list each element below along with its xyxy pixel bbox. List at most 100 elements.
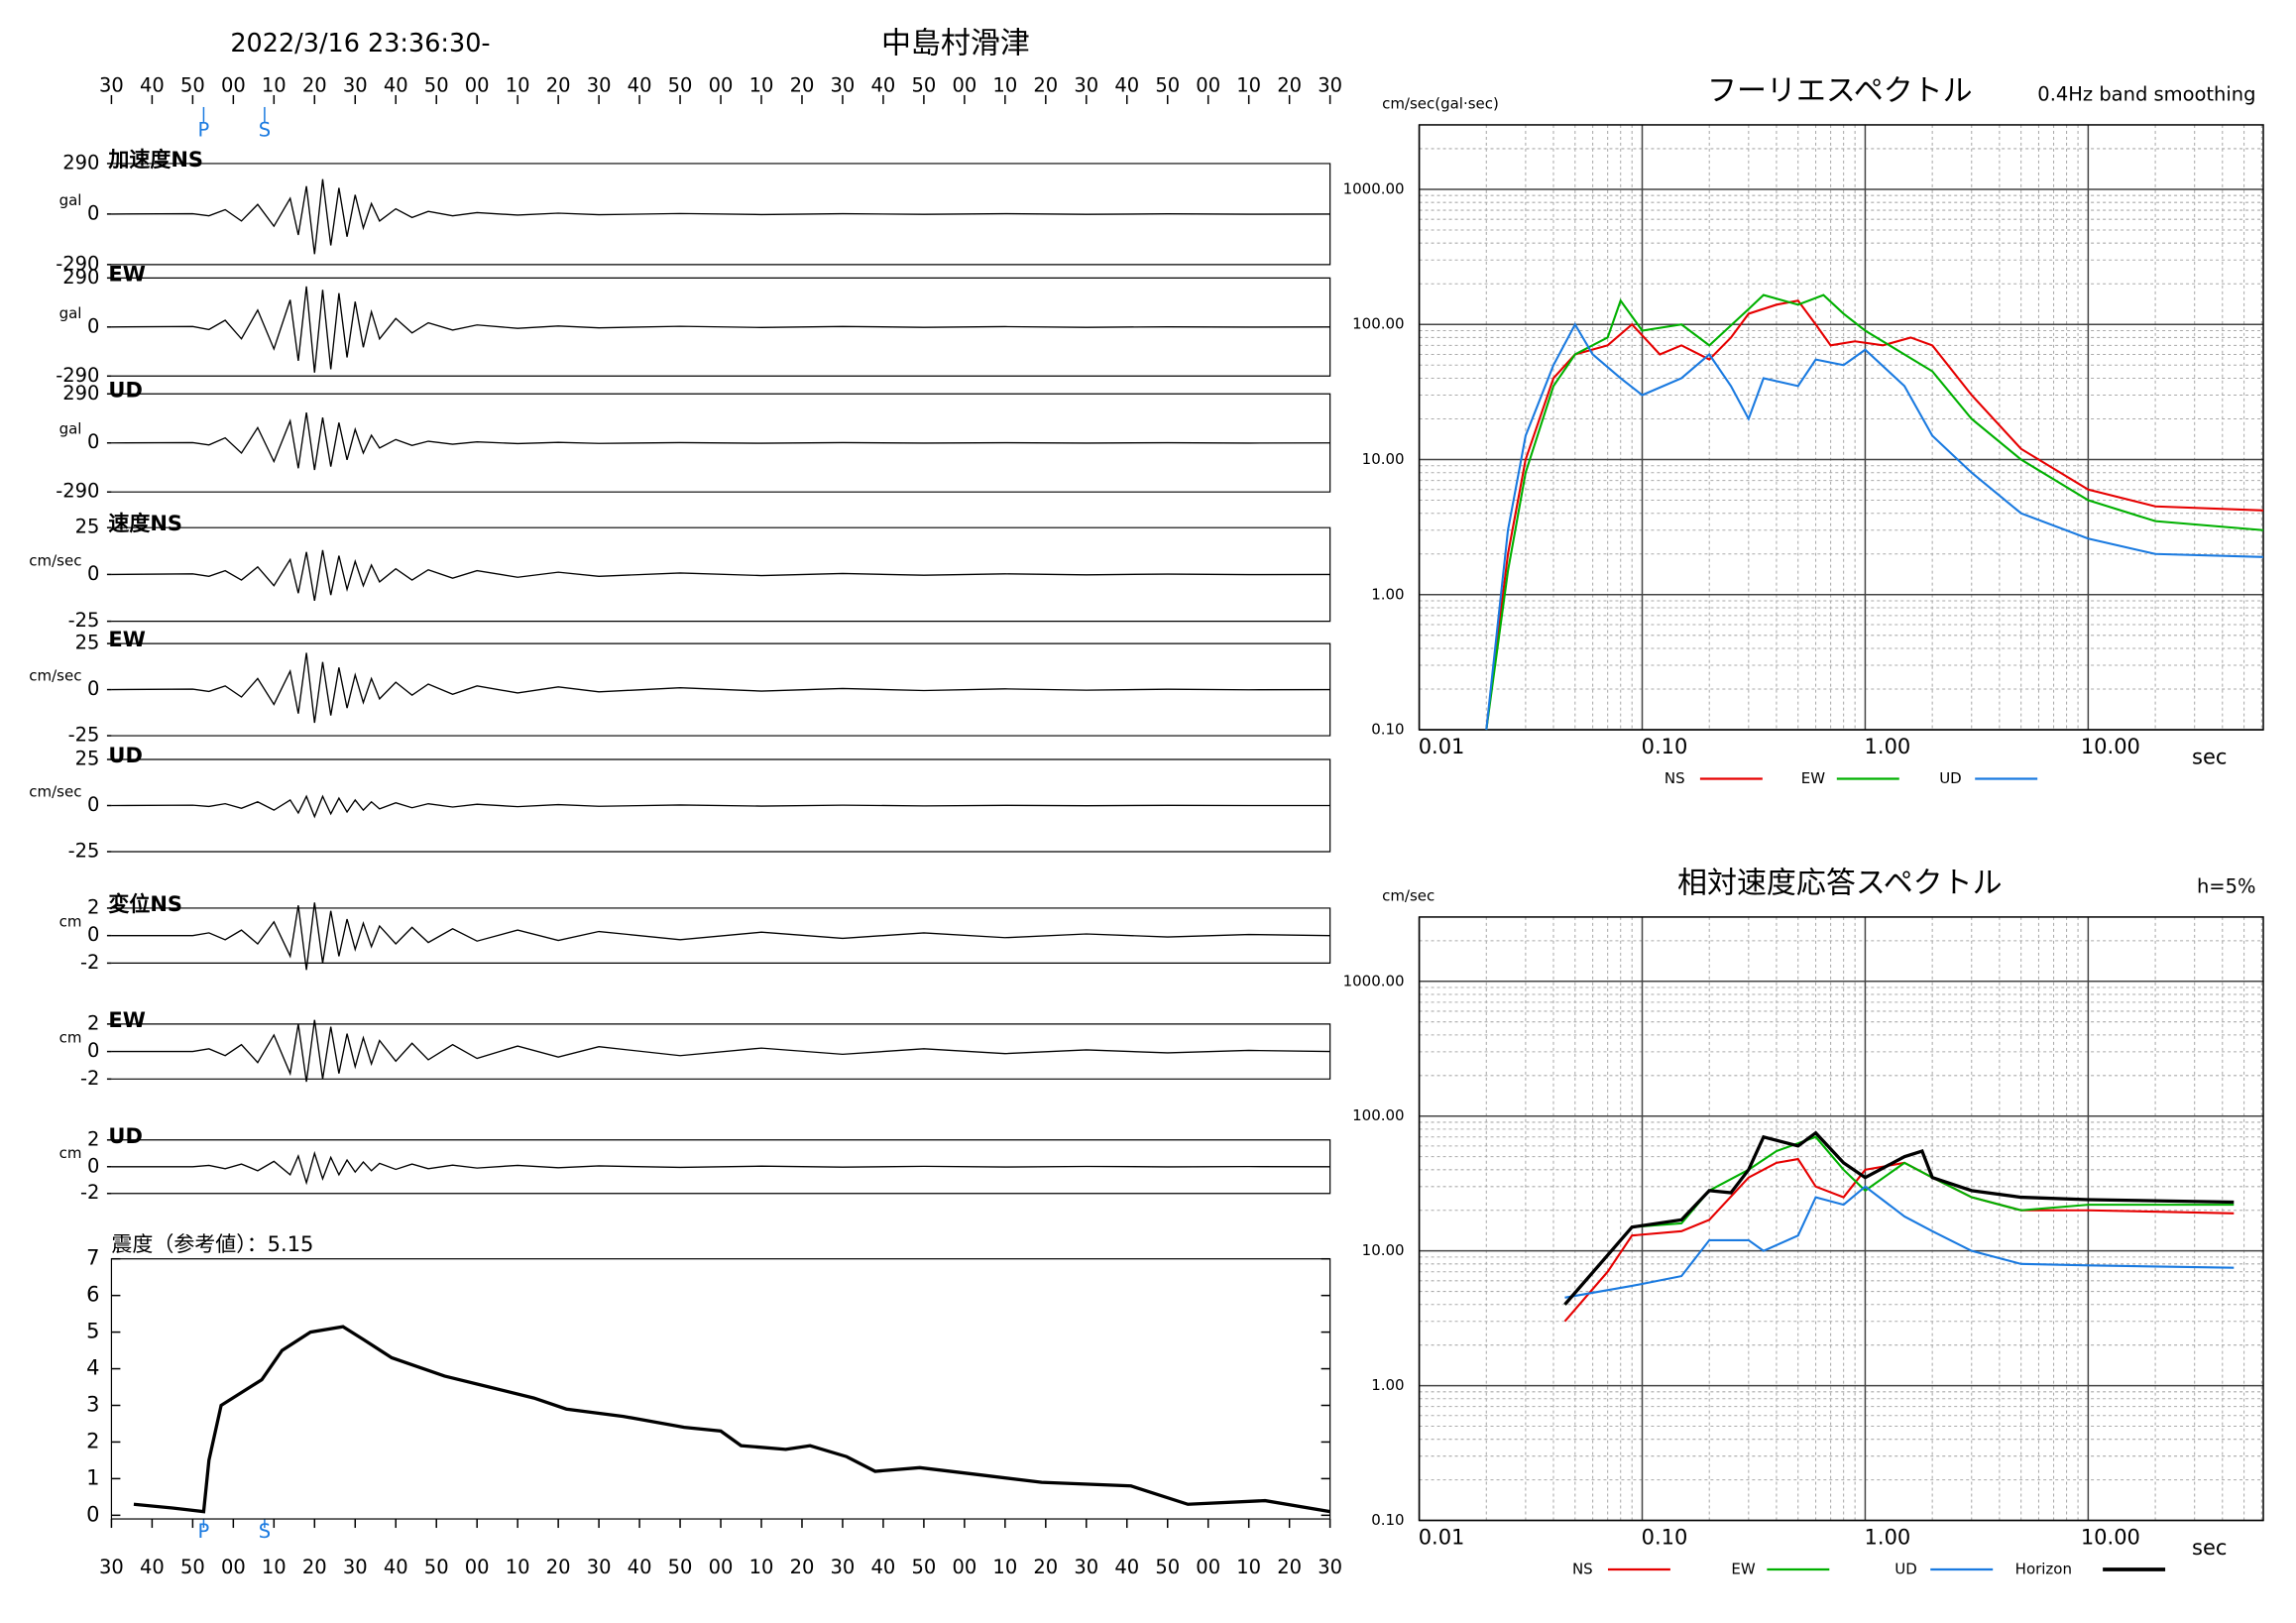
unit-label: cm/sec xyxy=(29,551,81,569)
y-tick-label: 0 xyxy=(86,1502,99,1526)
legend-label: EW xyxy=(1731,1561,1755,1578)
y-tick-label: 0 xyxy=(87,314,99,337)
x-tick-label: 30 xyxy=(1074,73,1098,96)
x-tick-label: 10 xyxy=(506,1556,530,1578)
x-tick-label: 40 xyxy=(628,1556,652,1578)
x-tick-label: 20 xyxy=(302,73,327,96)
phase-label: S xyxy=(259,118,271,141)
waveform xyxy=(111,1150,1330,1186)
y-tick-label: 25 xyxy=(75,748,100,770)
x-tick-label: 10 xyxy=(992,1556,1017,1578)
x-tick-label: 40 xyxy=(384,1556,408,1578)
x-tick-label: 50 xyxy=(180,73,205,96)
x-tick-label: 30 xyxy=(1074,1556,1098,1578)
trace-label: 速度NS xyxy=(108,512,182,535)
trace-label: EW xyxy=(108,628,145,651)
y-tick-label: 0 xyxy=(87,793,99,816)
unit-label: cm/sec xyxy=(29,667,81,685)
x-tick-label: 20 xyxy=(302,1556,327,1578)
y-tick-label: 290 xyxy=(62,266,99,289)
y-tick-label: 6 xyxy=(86,1283,99,1307)
y-tick-label: -2 xyxy=(80,1067,99,1090)
x-tick-label: 0.01 xyxy=(1419,735,1465,758)
x-tick-label: 10 xyxy=(506,73,530,96)
y-tick-label: 1000.00 xyxy=(1343,179,1405,197)
unit-label: cm/sec xyxy=(29,783,81,801)
y-tick-label: -25 xyxy=(68,839,100,862)
x-axis-label: sec xyxy=(2192,746,2227,769)
x-tick-label: 30 xyxy=(1318,73,1342,96)
x-tick-label: 00 xyxy=(1196,1556,1220,1578)
y-tick-label: -290 xyxy=(56,252,99,275)
y-tick-label: 0 xyxy=(87,562,99,585)
x-tick-label: 00 xyxy=(1196,73,1220,96)
waveform xyxy=(111,1019,1330,1083)
legend-label: EW xyxy=(1801,769,1825,787)
x-tick-label: 10 xyxy=(1236,1556,1261,1578)
trace-label: UD xyxy=(108,378,142,402)
x-tick-label: 40 xyxy=(140,1556,165,1578)
x-tick-label: 00 xyxy=(709,73,734,96)
y-tick-label: 10.00 xyxy=(1362,450,1405,468)
x-tick-label: 10 xyxy=(262,1556,287,1578)
trace-label: 加速度NS xyxy=(107,148,203,172)
y-tick-label: 0 xyxy=(87,430,99,453)
x-tick-label: 1.00 xyxy=(1865,1526,1911,1550)
y-tick-label: -290 xyxy=(56,480,99,503)
x-tick-label: 50 xyxy=(912,1556,937,1578)
y-tick-label: -2 xyxy=(80,1181,99,1204)
x-tick-label: 00 xyxy=(952,1556,976,1578)
x-tick-label: 30 xyxy=(831,73,856,96)
x-tick-label: 30 xyxy=(587,1556,612,1578)
x-tick-label: 50 xyxy=(912,73,937,96)
x-tick-label: 0.01 xyxy=(1419,1526,1465,1550)
y-tick-label: 1000.00 xyxy=(1343,972,1405,989)
panel-frame xyxy=(111,1023,1331,1080)
legend-label: NS xyxy=(1572,1561,1593,1578)
y-tick-label: 0 xyxy=(87,677,99,700)
y-axis-label: cm/sec xyxy=(1382,886,1435,904)
trace-label: EW xyxy=(108,1008,145,1032)
unit-label: cm xyxy=(59,1144,82,1162)
waveform xyxy=(111,794,1330,819)
waveform xyxy=(111,411,1330,471)
x-tick-label: 20 xyxy=(546,73,571,96)
station-title: 中島村滑津 xyxy=(881,27,1030,61)
y-tick-label: 1 xyxy=(86,1465,99,1489)
x-tick-label: 10 xyxy=(749,1556,774,1578)
x-tick-label: 10 xyxy=(749,73,774,96)
x-axis-label: sec xyxy=(2192,1536,2227,1560)
x-tick-label: 50 xyxy=(180,1556,205,1578)
y-tick-label: -2 xyxy=(80,951,99,974)
unit-label: cm xyxy=(59,913,82,931)
waveform xyxy=(111,652,1330,724)
x-tick-label: 10.00 xyxy=(2081,1526,2140,1550)
y-tick-label: 0.10 xyxy=(1371,721,1404,739)
x-tick-label: 40 xyxy=(140,73,165,96)
intensity-title: 震度（参考値）：5.15 xyxy=(111,1232,313,1256)
x-tick-label: 0.10 xyxy=(1642,735,1688,758)
x-tick-label: 00 xyxy=(221,73,246,96)
spectrum-line xyxy=(1564,1185,2235,1299)
spectrum-line xyxy=(1563,1157,2235,1323)
x-tick-label: 30 xyxy=(99,1556,124,1578)
x-tick-label: 20 xyxy=(790,1556,815,1578)
x-tick-label: 50 xyxy=(1155,1556,1180,1578)
x-tick-label: 10 xyxy=(262,73,287,96)
x-tick-label: 40 xyxy=(1114,73,1139,96)
y-tick-label: -290 xyxy=(56,364,99,387)
date-label: 2022/3/16 23:36:30- xyxy=(230,29,490,58)
y-tick-label: -25 xyxy=(68,724,100,747)
unit-label: gal xyxy=(59,420,82,438)
x-tick-label: 50 xyxy=(668,73,693,96)
phase-label: S xyxy=(259,1520,271,1543)
x-tick-label: 40 xyxy=(628,73,652,96)
x-tick-label: 00 xyxy=(221,1556,246,1578)
y-axis-label: cm/sec(gal·sec) xyxy=(1382,94,1499,112)
phase-label: P xyxy=(198,118,210,141)
x-tick-label: 30 xyxy=(831,1556,856,1578)
unit-label: gal xyxy=(59,304,82,322)
x-tick-label: 30 xyxy=(99,73,124,96)
x-tick-label: 10.00 xyxy=(2081,735,2140,758)
